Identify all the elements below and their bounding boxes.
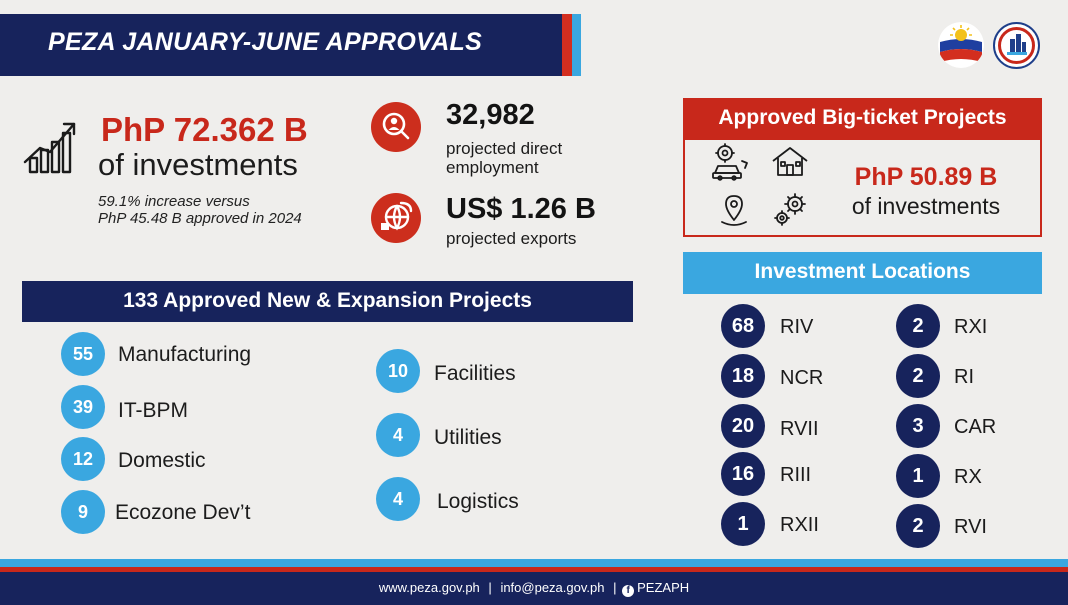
location-region: RX — [954, 466, 982, 489]
house-icon — [769, 143, 811, 183]
location-count: 2 — [896, 504, 940, 548]
vehicle-gear-icon — [709, 141, 751, 181]
facebook-icon: f — [622, 585, 634, 597]
investment-note-line1: 59.1% increase versus — [98, 193, 250, 210]
gears-icon — [769, 190, 811, 230]
location-count: 1 — [896, 454, 940, 498]
big-ticket-label: of investments — [826, 193, 1026, 220]
employment-label-line2: employment — [446, 158, 539, 178]
project-count: 9 — [61, 490, 105, 534]
header-accent-blue — [572, 14, 581, 76]
investment-label: of investments — [98, 147, 298, 183]
project-label: Utilities — [434, 426, 502, 450]
header-accent-red — [562, 14, 572, 76]
project-count: 10 — [376, 349, 420, 393]
project-count: 4 — [376, 477, 420, 521]
growth-chart-icon — [22, 118, 80, 176]
project-count: 39 — [61, 385, 105, 429]
globe-export-icon — [371, 193, 421, 243]
footer-email-link[interactable]: info@peza.gov.ph — [500, 580, 604, 595]
big-ticket-amount: PhP 50.89 B — [826, 163, 1026, 192]
footer-social-link[interactable]: PEZAPH — [637, 580, 689, 595]
footer-separator: | — [613, 580, 616, 595]
footer-separator: | — [488, 580, 491, 595]
location-region: RI — [954, 366, 974, 389]
bagong-pilipinas-logo — [938, 22, 984, 68]
peza-logo — [993, 22, 1040, 69]
location-count: 18 — [721, 354, 765, 398]
location-count: 2 — [896, 354, 940, 398]
investment-note-line2: PhP 45.48 B approved in 2024 — [98, 210, 302, 227]
location-count: 68 — [721, 304, 765, 348]
page-title: PEZA JANUARY-JUNE APPROVALS — [48, 28, 482, 57]
footer-contacts: www.peza.gov.ph | info@peza.gov.ph | f PE… — [0, 580, 1068, 597]
location-region: RVI — [954, 516, 987, 539]
footer-accent-blue — [0, 559, 1068, 567]
employment-search-icon — [371, 102, 421, 152]
footer-website-link[interactable]: www.peza.gov.ph — [379, 580, 480, 595]
employment-label-line1: projected direct — [446, 139, 562, 159]
employment-value: 32,982 — [446, 99, 535, 132]
locations-title: Investment Locations — [683, 260, 1042, 284]
location-region: RVII — [780, 418, 819, 441]
big-ticket-title: Approved Big-ticket Projects — [683, 106, 1042, 130]
project-count: 55 — [61, 332, 105, 376]
project-label: Manufacturing — [118, 343, 251, 367]
project-label: Facilities — [434, 362, 516, 386]
location-region: RIII — [780, 464, 811, 487]
project-label: IT-BPM — [118, 399, 188, 423]
location-pin-icon — [714, 190, 756, 230]
location-count: 1 — [721, 502, 765, 546]
location-count: 3 — [896, 404, 940, 448]
location-region: CAR — [954, 416, 996, 439]
location-region: RXII — [780, 514, 819, 537]
investment-amount: PhP 72.362 B — [101, 111, 308, 149]
project-count: 12 — [61, 437, 105, 481]
location-region: NCR — [780, 367, 823, 390]
location-count: 16 — [721, 452, 765, 496]
project-label: Domestic — [118, 449, 206, 473]
location-region: RIV — [780, 316, 813, 339]
project-count: 4 — [376, 413, 420, 457]
project-label: Logistics — [437, 490, 519, 514]
project-label: Ecozone Dev’t — [115, 501, 250, 525]
exports-label: projected exports — [446, 229, 576, 249]
location-count: 2 — [896, 304, 940, 348]
exports-value: US$ 1.26 B — [446, 193, 596, 226]
location-region: RXI — [954, 316, 987, 339]
projects-title: 133 Approved New & Expansion Projects — [22, 289, 633, 313]
location-count: 20 — [721, 404, 765, 448]
